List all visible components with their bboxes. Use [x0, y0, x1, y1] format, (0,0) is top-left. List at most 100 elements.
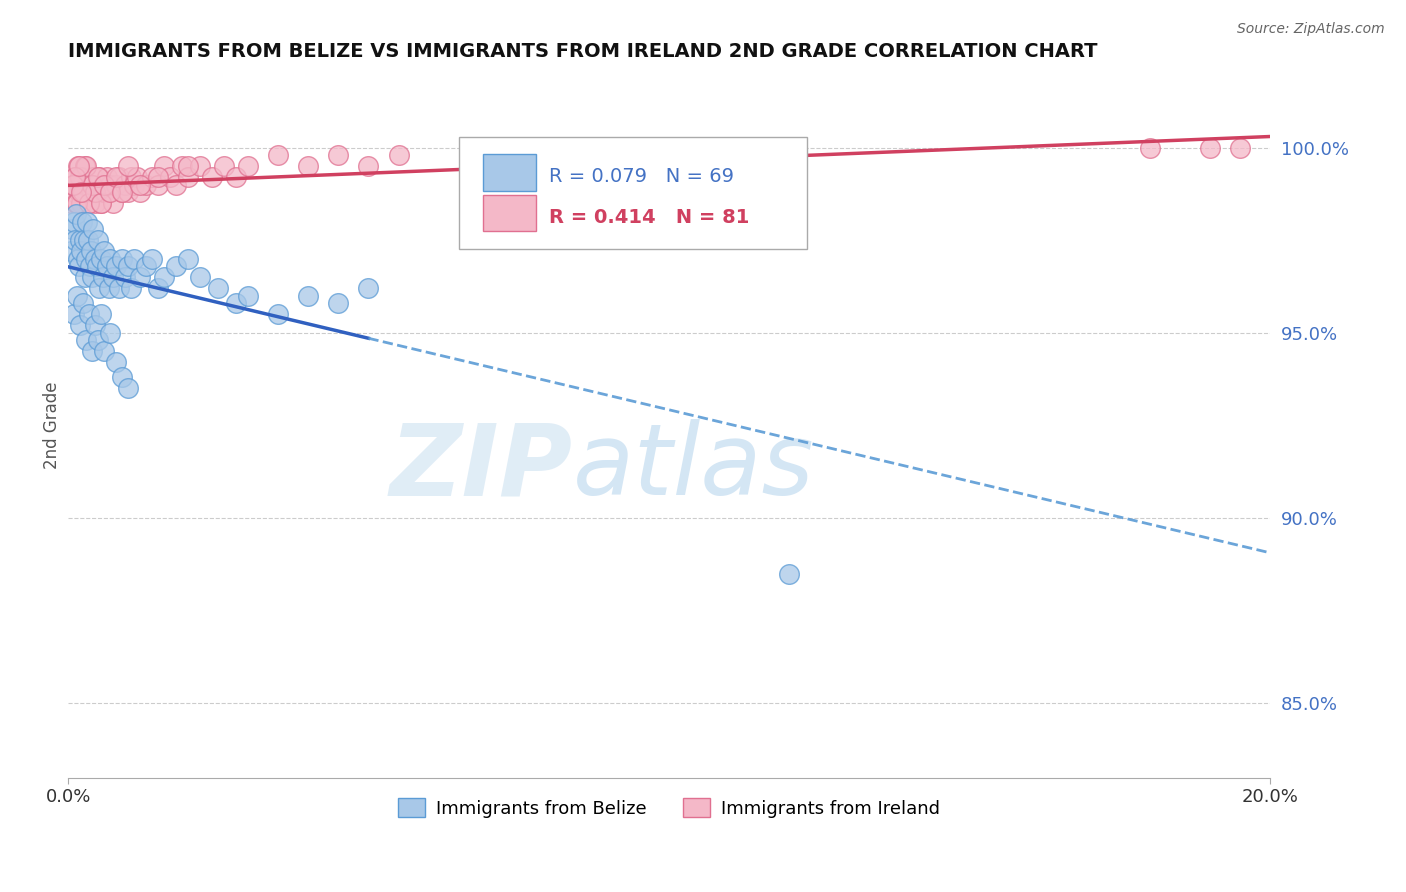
Point: [141, 252, 163, 266]
Text: IMMIGRANTS FROM BELIZE VS IMMIGRANTS FROM IRELAND 2ND GRADE CORRELATION CHART: IMMIGRANTS FROM BELIZE VS IMMIGRANTS FRO…: [67, 42, 1098, 61]
Point: [77, 233, 100, 247]
Point: [172, 159, 194, 173]
Point: [63, 185, 86, 199]
Point: [188, 159, 211, 173]
Text: ZIP: ZIP: [389, 419, 572, 516]
Point: [84, 196, 107, 211]
Point: [129, 178, 152, 192]
Point: [214, 159, 236, 173]
Point: [63, 307, 86, 321]
Point: [60, 222, 83, 236]
FancyBboxPatch shape: [458, 136, 807, 250]
Point: [87, 185, 110, 199]
Point: [141, 170, 163, 185]
Point: [84, 185, 107, 199]
Point: [120, 281, 142, 295]
Point: [91, 270, 114, 285]
Point: [79, 259, 101, 273]
Text: Source: ZipAtlas.com: Source: ZipAtlas.com: [1237, 22, 1385, 37]
Point: [76, 215, 98, 229]
Point: [122, 252, 145, 266]
Point: [65, 170, 87, 185]
Point: [328, 148, 350, 162]
Point: [1198, 140, 1220, 154]
Point: [129, 270, 152, 285]
Point: [69, 318, 91, 333]
Point: [153, 270, 176, 285]
Point: [297, 159, 319, 173]
Text: atlas: atlas: [572, 419, 814, 516]
Point: [66, 289, 89, 303]
Point: [93, 344, 115, 359]
Point: [80, 178, 103, 192]
Point: [177, 159, 200, 173]
Point: [77, 196, 100, 211]
Point: [105, 170, 128, 185]
Point: [67, 159, 90, 173]
Point: [67, 259, 90, 273]
Point: [148, 178, 170, 192]
Point: [70, 196, 93, 211]
Point: [101, 270, 124, 285]
Point: [135, 178, 157, 192]
Point: [82, 222, 104, 236]
Point: [66, 252, 89, 266]
Point: [75, 252, 97, 266]
Point: [82, 170, 104, 185]
Point: [66, 159, 89, 173]
Point: [207, 281, 229, 295]
Point: [105, 355, 128, 369]
Point: [70, 185, 93, 199]
Point: [89, 281, 111, 295]
Point: [73, 185, 96, 199]
Point: [73, 270, 96, 285]
Point: [177, 252, 200, 266]
Point: [267, 148, 290, 162]
Point: [62, 178, 84, 192]
Point: [93, 244, 115, 259]
Point: [86, 259, 108, 273]
Point: [1139, 140, 1161, 154]
Point: [108, 281, 131, 295]
Point: [159, 170, 181, 185]
Point: [75, 159, 97, 173]
Point: [120, 170, 142, 185]
Point: [67, 185, 90, 199]
Point: [72, 185, 94, 199]
Point: [60, 196, 83, 211]
Point: [82, 344, 104, 359]
Point: [98, 252, 121, 266]
Point: [65, 196, 87, 211]
Point: [97, 185, 120, 199]
Legend: Immigrants from Belize, Immigrants from Ireland: Immigrants from Belize, Immigrants from …: [391, 791, 946, 825]
Point: [90, 196, 112, 211]
Point: [111, 185, 134, 199]
Y-axis label: 2nd Grade: 2nd Grade: [44, 382, 60, 469]
Point: [778, 566, 800, 581]
Point: [117, 185, 139, 199]
Point: [117, 381, 139, 395]
Point: [66, 196, 89, 211]
Point: [80, 244, 103, 259]
Text: R = 0.414   N = 81: R = 0.414 N = 81: [548, 208, 749, 227]
Point: [148, 170, 170, 185]
Point: [117, 159, 139, 173]
Point: [75, 333, 97, 347]
Point: [97, 281, 120, 295]
Point: [90, 196, 112, 211]
Point: [98, 326, 121, 340]
Point: [90, 307, 112, 321]
Point: [77, 196, 100, 211]
Point: [98, 178, 121, 192]
Point: [508, 222, 530, 236]
Point: [114, 178, 136, 192]
Point: [63, 215, 86, 229]
FancyBboxPatch shape: [482, 194, 536, 231]
Point: [77, 307, 100, 321]
Point: [60, 244, 83, 259]
Point: [65, 233, 87, 247]
Point: [96, 170, 118, 185]
Point: [165, 178, 187, 192]
Point: [69, 233, 91, 247]
Point: [238, 159, 260, 173]
